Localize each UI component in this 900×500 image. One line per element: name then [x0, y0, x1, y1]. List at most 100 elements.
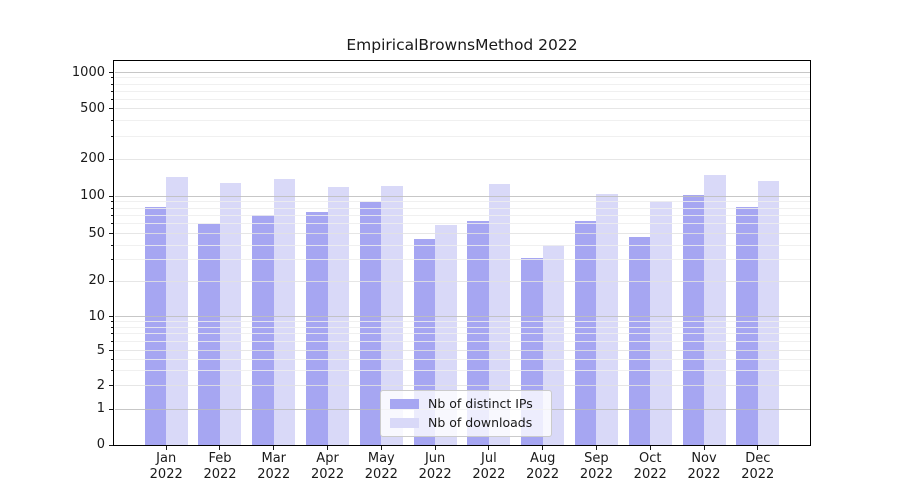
- y-axis-tick: [109, 158, 114, 160]
- x-axis-tick-label: Jul 2022: [461, 451, 517, 483]
- x-axis-tick-label: Aug 2022: [515, 451, 571, 483]
- legend-swatch-distinct-ips-icon: [390, 399, 419, 410]
- gridline-major: [114, 72, 810, 73]
- bar-downloads-feb: [219, 183, 242, 445]
- x-axis-tick: [219, 446, 221, 450]
- y-axis-minor-tick: [111, 90, 114, 92]
- x-label-year: 2022: [526, 467, 560, 482]
- x-label-month: Jul: [481, 451, 497, 466]
- y-axis-minor-tick: [111, 120, 114, 122]
- gridline-major: [114, 108, 810, 109]
- x-axis-tick: [757, 446, 759, 450]
- x-label-month: Nov: [691, 451, 717, 466]
- legend-label-distinct-ips: Nb of distinct IPs: [428, 396, 533, 412]
- bar-distinct-ips-sep: [574, 220, 597, 445]
- y-axis-tick-label: 2: [96, 377, 105, 393]
- x-axis-tick: [542, 446, 544, 450]
- x-label-month: Feb: [208, 451, 232, 466]
- x-label-year: 2022: [203, 467, 237, 482]
- y-axis-tick-label: 100: [80, 188, 105, 203]
- bar-distinct-ips-oct: [628, 236, 651, 445]
- x-axis-tick: [434, 446, 436, 450]
- bar-distinct-ips-nov: [682, 194, 704, 445]
- y-axis-tick: [109, 280, 114, 282]
- x-axis-tick-label: Sep 2022: [568, 451, 624, 483]
- bar-distinct-ips-feb: [198, 223, 220, 445]
- x-axis-tick: [165, 446, 167, 450]
- y-axis-tick: [109, 444, 114, 446]
- y-axis-minor-tick: [111, 136, 114, 138]
- y-axis-minor-tick: [111, 369, 114, 371]
- x-label-month: Mar: [261, 451, 287, 466]
- y-axis-minor-tick: [111, 341, 114, 343]
- x-axis-tick-label: Mar 2022: [246, 451, 302, 483]
- x-axis-tick-label: Oct 2022: [622, 451, 678, 483]
- x-label-year: 2022: [418, 467, 452, 482]
- x-label-month: Oct: [638, 451, 662, 466]
- y-axis-tick-label: 200: [80, 151, 105, 166]
- x-label-month: May: [367, 451, 395, 466]
- bar-distinct-ips-apr: [306, 211, 328, 445]
- legend-label-downloads: Nb of downloads: [428, 415, 533, 430]
- bar-downloads-jan: [166, 177, 188, 445]
- bar-downloads-sep: [596, 193, 618, 445]
- x-label-year: 2022: [579, 467, 613, 482]
- y-axis-tick: [109, 108, 114, 109]
- chart-title: EmpiricalBrownsMethod 2022: [346, 36, 578, 54]
- y-axis-tick-label: 5: [96, 342, 105, 358]
- x-axis-tick-label: May 2022: [353, 451, 409, 483]
- y-axis-minor-tick: [111, 77, 114, 79]
- legend-item-downloads: Nb of downloads: [390, 416, 543, 430]
- x-label-year: 2022: [741, 467, 775, 482]
- y-axis-minor-tick: [111, 83, 114, 85]
- x-label-year: 2022: [257, 467, 291, 482]
- x-axis-tick: [273, 446, 275, 450]
- y-axis-tick-label: 10: [88, 308, 105, 324]
- x-label-month: Sep: [584, 451, 609, 466]
- x-axis-tick: [380, 446, 382, 450]
- x-axis-tick: [703, 446, 705, 450]
- x-label-year: 2022: [633, 467, 667, 482]
- legend-item-distinct-ips: Nb of distinct IPs: [390, 397, 543, 411]
- y-axis-tick-label: 500: [80, 100, 105, 116]
- x-label-month: Jan: [156, 451, 177, 466]
- x-label-year: 2022: [364, 467, 398, 482]
- y-axis-tick: [109, 72, 114, 73]
- x-label-month: Dec: [745, 451, 771, 466]
- gridline-minor: [114, 120, 810, 122]
- y-axis-minor-tick: [111, 333, 114, 335]
- x-label-month: Apr: [316, 451, 339, 466]
- bar-downloads-mar: [273, 179, 296, 445]
- legend-swatch-downloads-icon: [390, 417, 419, 428]
- y-axis-tick: [109, 316, 114, 317]
- x-label-year: 2022: [149, 467, 183, 482]
- y-axis-tick-label: 1000: [71, 64, 105, 80]
- bar-downloads-dec: [757, 181, 780, 445]
- y-axis-tick-label: 0: [96, 437, 105, 452]
- x-axis-tick-label: Nov 2022: [676, 451, 732, 483]
- bar-distinct-ips-may: [359, 202, 382, 445]
- x-axis-tick-label: Dec 2022: [730, 451, 786, 483]
- x-axis-tick: [649, 446, 651, 450]
- x-axis-tick: [327, 446, 329, 450]
- gridline-minor: [114, 90, 810, 92]
- gridline-minor: [114, 83, 810, 85]
- y-axis-minor-tick: [111, 326, 114, 328]
- y-axis-minor-tick: [111, 259, 114, 261]
- x-axis-tick-label: Jun 2022: [407, 451, 463, 483]
- y-axis-tick-label: 20: [88, 273, 105, 288]
- x-axis-tick-label: Feb 2022: [192, 451, 248, 483]
- bar-distinct-ips-dec: [736, 207, 758, 445]
- bar-downloads-oct: [650, 201, 672, 445]
- y-axis-tick: [109, 195, 114, 197]
- x-label-month: Jun: [424, 451, 446, 466]
- gridline-major: [114, 158, 810, 160]
- gridline-minor: [114, 77, 810, 79]
- x-label-month: Aug: [529, 451, 556, 466]
- x-axis-tick-label: Apr 2022: [300, 451, 356, 483]
- legend: Nb of distinct IPs Nb of downloads: [380, 390, 552, 437]
- x-axis-tick-label: Jan 2022: [138, 451, 194, 483]
- bar-distinct-ips-jul: [467, 220, 489, 445]
- y-axis-tick: [109, 350, 114, 351]
